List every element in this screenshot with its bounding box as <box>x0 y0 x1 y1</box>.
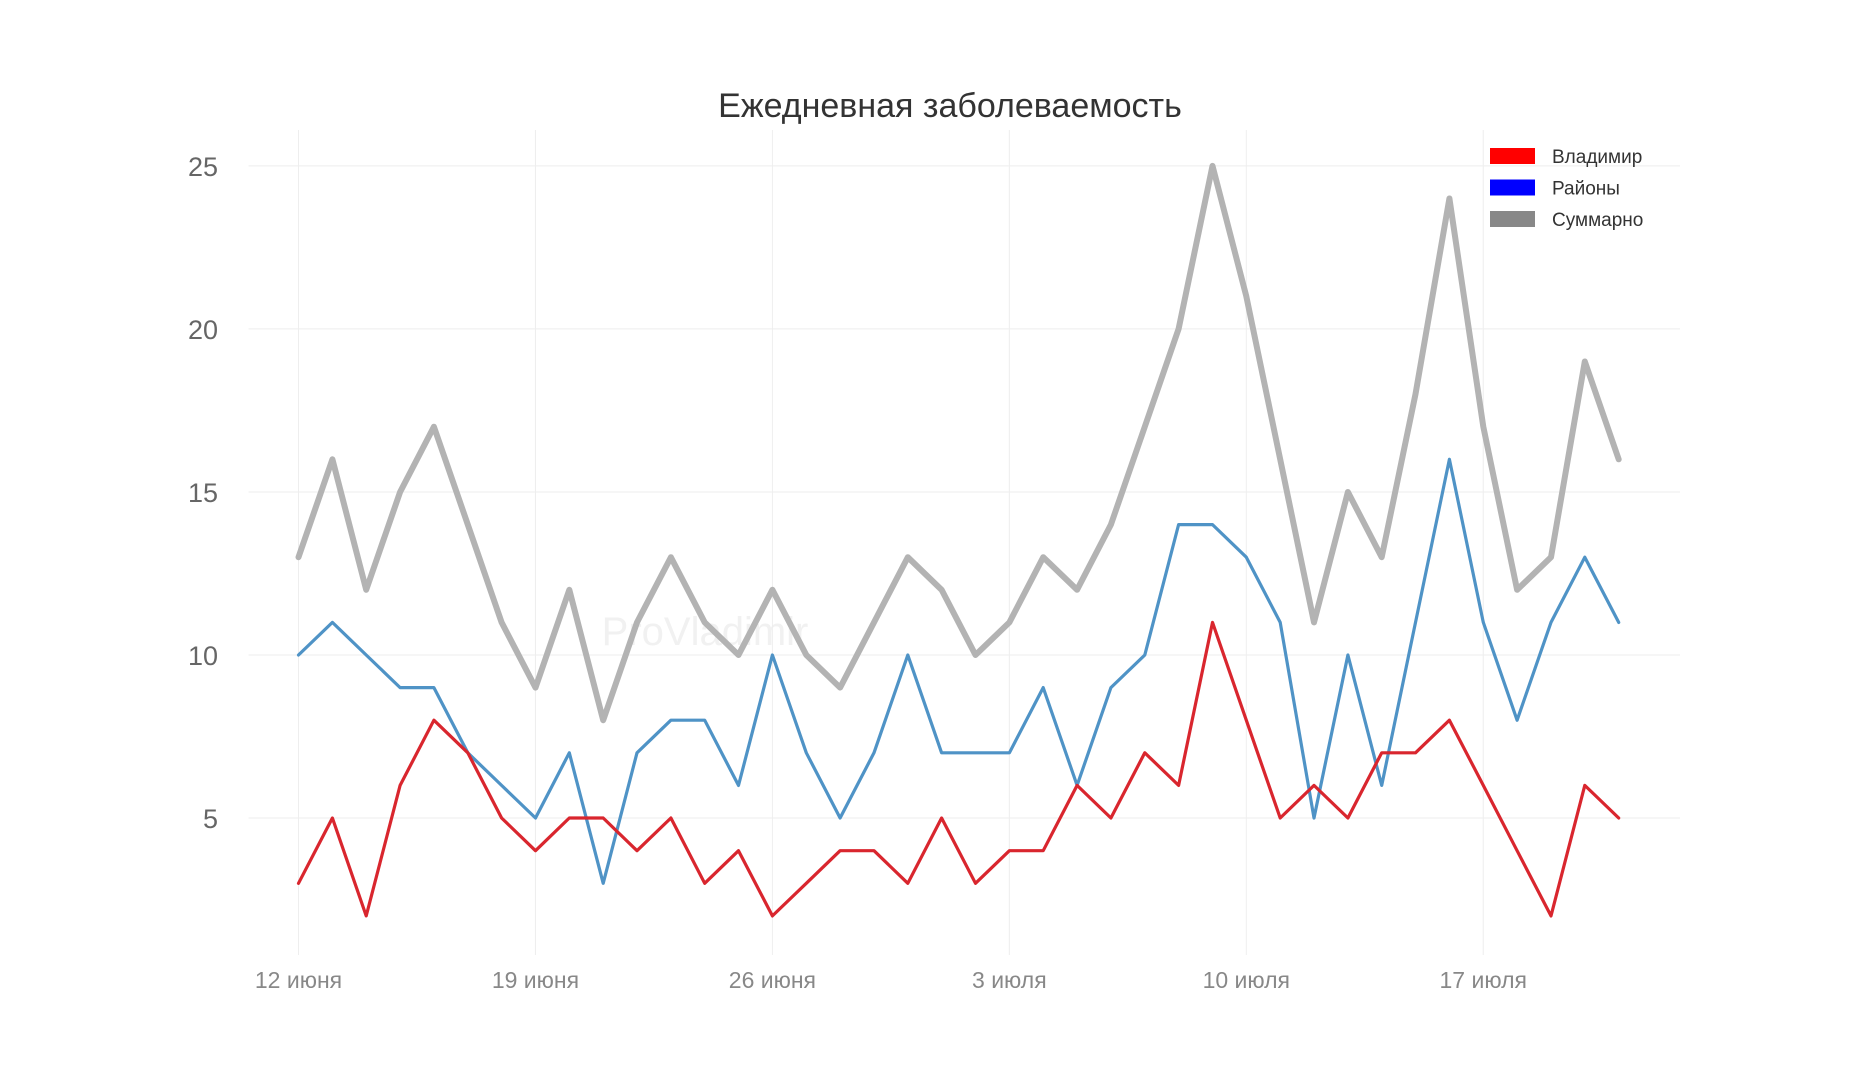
legend-swatch <box>1490 179 1535 196</box>
legend-label: Владимир <box>1552 147 1642 168</box>
chart-title: Ежедневная заболеваемость <box>718 87 1182 125</box>
gridlines <box>248 130 1680 955</box>
x-tick-label: 26 июня <box>729 967 816 993</box>
y-tick-label: 10 <box>188 641 218 671</box>
x-tick-label: 12 июня <box>255 967 342 993</box>
y-tick-label: 25 <box>188 152 218 182</box>
series-line-1 <box>296 457 1621 885</box>
x-tick-label: 10 июля <box>1203 967 1290 993</box>
legend-label: Районы <box>1552 179 1620 200</box>
plot-area <box>295 162 1622 918</box>
y-tick-label: 5 <box>203 804 218 834</box>
legend-swatch <box>1490 148 1535 164</box>
series-line-0 <box>295 162 1622 724</box>
legend: Владимир Районы Суммарно <box>1490 147 1643 231</box>
legend-swatch <box>1490 211 1535 227</box>
y-tick-label: 20 <box>188 315 218 345</box>
legend-label: Суммарно <box>1552 210 1643 231</box>
series-line-2 <box>296 620 1621 918</box>
y-axis: 5 10 15 20 25 <box>188 152 218 834</box>
x-tick-label: 3 июля <box>972 967 1047 993</box>
y-tick-label: 15 <box>188 478 218 508</box>
x-axis: 12 июня 19 июня 26 июня 3 июля 10 июля 17 июл… <box>255 967 1527 993</box>
x-tick-label: 19 июня <box>492 967 579 993</box>
x-tick-label: 17 июля <box>1440 967 1527 993</box>
